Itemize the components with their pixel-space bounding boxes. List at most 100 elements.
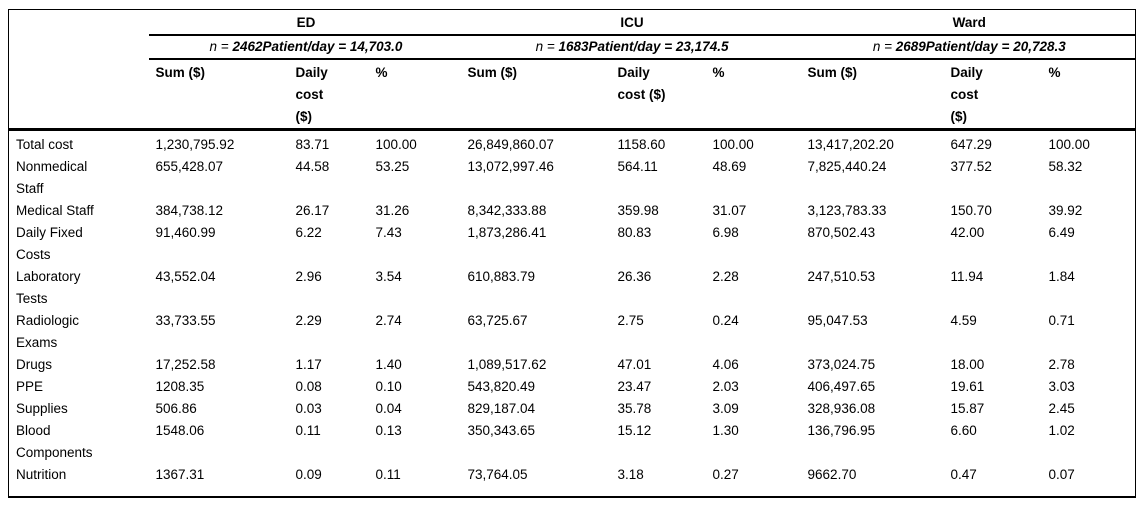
table-cell: 44.58 [295, 159, 330, 174]
table-cell: 23.47 [617, 379, 652, 394]
table-cell: 39.92 [1048, 203, 1083, 218]
table-cell: 53.25 [375, 159, 410, 174]
table-cell: 26.17 [295, 203, 330, 218]
table-cell: 1,230,795.92 [155, 137, 235, 152]
table-row: Blood Components 1548.06 0.11 0.13 350,343.6… [9, 420, 1136, 464]
table-cell: 377.52 [950, 159, 992, 174]
table-cell: 829,187.04 [467, 401, 536, 416]
row-label: Supplies [16, 401, 68, 416]
table-cell: 6.98 [712, 225, 739, 240]
group-header-ward: Ward [800, 9, 1136, 36]
col-header-icu-sum: Sum ($) [460, 59, 611, 131]
table-cell: 3.54 [375, 269, 402, 284]
row-label: Nutrition [16, 467, 67, 482]
table-cell: 506.86 [155, 401, 197, 416]
col-header-ed-pct: % [368, 59, 461, 131]
table-cell: 350,343.65 [467, 423, 536, 438]
table-cell: 543,820.49 [467, 379, 536, 394]
table-cell: 13,417,202.20 [807, 137, 894, 152]
table-cell: 3.18 [617, 467, 644, 482]
table-row: Total cost 1,230,795.92 83.71 100.00 26,849,… [9, 130, 1136, 157]
table-cell: 1,873,286.41 [467, 225, 547, 240]
table-cell: 647.29 [950, 137, 992, 152]
table-cell: 406,497.65 [807, 379, 876, 394]
table-cell: 91,460.99 [155, 225, 216, 240]
table-cell: 150.70 [950, 203, 992, 218]
group-header-icu: ICU [460, 9, 801, 36]
table-cell: 1367.31 [155, 467, 205, 482]
col-header-label: Sum ($) [467, 65, 518, 80]
sample-size-ward: n = 2689Patient/day = 20,728.3 [800, 35, 1136, 60]
table-cell: 8,342,333.88 [467, 203, 547, 218]
table-cell: 6.22 [295, 225, 322, 240]
table-cell: 247,510.53 [807, 269, 876, 284]
table-cell: 136,796.95 [807, 423, 876, 438]
table-cell: 3.09 [712, 401, 739, 416]
table-cell: 63,725.67 [467, 313, 528, 328]
col-header-icu-daily: Daily cost ($) [610, 59, 706, 131]
table-cell: 1158.60 [617, 137, 666, 152]
table-header: ED ICU Ward n = 2462Patient/day = 14,703… [8, 9, 1136, 131]
table-cell: 7,825,440.24 [807, 159, 887, 174]
col-header-icu-pct: % [705, 59, 801, 131]
col-header-label: Sum ($) [155, 65, 206, 80]
sample-size-row: n = 2462Patient/day = 14,703.0 n = 1683P… [9, 35, 1136, 60]
table-row: Daily Fixed Costs 91,460.99 6.22 7.43 1,873,… [9, 222, 1136, 266]
table-cell: 0.11 [295, 423, 321, 438]
row-label: Nonmedical Staff [16, 159, 88, 196]
table-cell: 1.40 [375, 357, 402, 372]
table-cell: 26,849,860.07 [467, 137, 554, 152]
table-row: Supplies 506.86 0.03 0.04 829,187.04 35.78 3.0… [9, 398, 1136, 420]
corner-cell [9, 35, 149, 59]
col-header-label: Sum ($) [807, 65, 858, 80]
col-header-label: Daily cost ($) [617, 65, 666, 102]
table-cell: 0.10 [375, 379, 402, 394]
table-row: PPE 1208.35 0.08 0.10 543,820.49 23.47 2.03 406… [9, 376, 1136, 398]
table-cell: 100.00 [1048, 137, 1090, 152]
col-header-ward-daily: Daily cost ($) [943, 59, 1042, 131]
row-label: PPE [16, 379, 44, 394]
table-cell: 42.00 [950, 225, 985, 240]
table-cell: 31.07 [712, 203, 747, 218]
table-cell: 73,764.05 [467, 467, 528, 482]
table-cell: 17,252.58 [155, 357, 216, 372]
table-cell: 373,024.75 [807, 357, 876, 372]
table-cell: 0.09 [295, 467, 322, 482]
table-body: Total cost 1,230,795.92 83.71 100.00 26,849,… [9, 130, 1136, 498]
sample-size-icu: n = 1683Patient/day = 23,174.5 [460, 35, 801, 60]
table-cell: 0.11 [375, 467, 401, 482]
table-cell: 47.01 [617, 357, 652, 372]
table-cell: 19.61 [950, 379, 985, 394]
col-header-label: % [1048, 65, 1061, 80]
table-cell: 2.74 [375, 313, 402, 328]
col-header-label: Daily cost ($) [950, 65, 983, 124]
table-cell: 2.29 [295, 313, 322, 328]
cost-table: ED ICU Ward n = 2462Patient/day = 14,703… [8, 9, 1137, 498]
table-cell: 1.30 [712, 423, 739, 438]
sample-size-ed: n = 2462Patient/day = 14,703.0 [148, 35, 461, 60]
col-header-label: Daily cost ($) [295, 65, 328, 124]
table-cell: 26.36 [617, 269, 652, 284]
table-cell: 15.87 [950, 401, 985, 416]
table-cell: 7.43 [375, 225, 402, 240]
table-row: Medical Staff 384,738.12 26.17 31.26 8,342,3… [9, 200, 1136, 222]
col-header-ed-sum: Sum ($) [148, 59, 289, 131]
table-row: Radiologic Exams 33,733.55 2.29 2.74 63,725.… [9, 310, 1136, 354]
row-label: Medical Staff [16, 203, 94, 218]
table-cell: 0.03 [295, 401, 322, 416]
table-cell: 610,883.79 [467, 269, 536, 284]
table-cell: 0.27 [712, 467, 739, 482]
table-cell: 1.84 [1048, 269, 1075, 284]
table-cell: 4.59 [950, 313, 977, 328]
col-header-ed-daily: Daily cost ($) [288, 59, 369, 131]
table-cell: 0.08 [295, 379, 322, 394]
table-cell: 0.07 [1048, 467, 1075, 482]
table-row: Nutrition 1367.31 0.09 0.11 73,764.05 3.18 0.2… [9, 464, 1136, 497]
table-cell: 11.94 [950, 269, 984, 284]
table-cell: 564.11 [617, 159, 658, 174]
table-cell: 2.75 [617, 313, 644, 328]
table-cell: 43,552.04 [155, 269, 216, 284]
table-cell: 0.24 [712, 313, 739, 328]
corner-cell [8, 59, 149, 131]
